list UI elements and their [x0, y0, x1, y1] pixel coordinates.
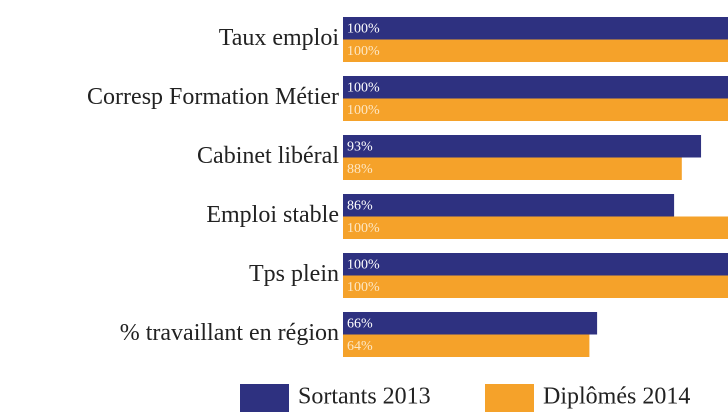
bar — [343, 39, 728, 62]
legend-swatch — [240, 384, 289, 412]
value-label: 93% — [347, 139, 373, 154]
bar — [343, 135, 702, 158]
value-label: 66% — [347, 316, 373, 331]
value-label: 100% — [347, 257, 380, 272]
value-label: 100% — [347, 21, 380, 36]
category-label: % travaillant en région — [120, 320, 339, 346]
category-label: Corresp Formation Métier — [87, 84, 339, 110]
value-label: 100% — [347, 221, 380, 236]
value-label: 86% — [347, 198, 373, 213]
value-label: 88% — [347, 162, 373, 177]
value-label: 100% — [347, 103, 380, 118]
bar — [343, 312, 598, 335]
category-label: Taux emploi — [219, 25, 340, 51]
bar — [343, 275, 728, 298]
bar — [343, 216, 728, 239]
legend-swatch — [485, 384, 534, 412]
bar — [343, 98, 728, 121]
category-label: Tps plein — [249, 261, 339, 287]
category-label: Cabinet libéral — [197, 143, 339, 169]
legend-label: Sortants 2013 — [298, 384, 431, 410]
bar — [343, 194, 675, 217]
bar — [343, 334, 590, 357]
value-label: 100% — [347, 44, 380, 59]
bar — [343, 17, 728, 40]
bar — [343, 76, 728, 99]
bar — [343, 157, 682, 180]
value-label: 100% — [347, 280, 380, 295]
bar — [343, 253, 728, 276]
category-label: Emploi stable — [206, 202, 339, 228]
value-label: 64% — [347, 339, 373, 354]
legend-label: Diplômés 2014 — [543, 384, 690, 410]
value-label: 100% — [347, 80, 380, 95]
